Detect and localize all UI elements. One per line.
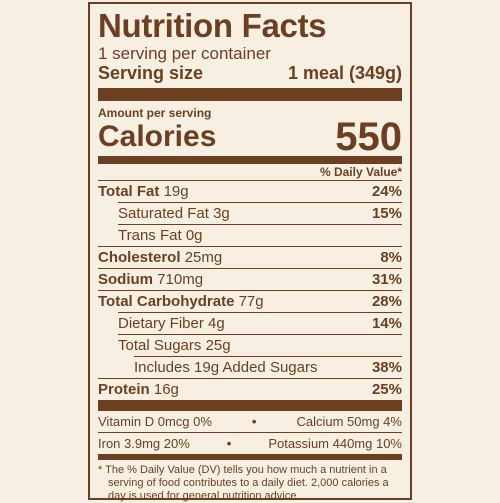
daily-value: 28% [371, 293, 402, 310]
nutrient-name: Total Sugars [118, 337, 202, 354]
divider [98, 400, 402, 411]
dv-header: % Daily Value* [98, 164, 402, 181]
nutrient: Includes 19g Added Sugars [134, 357, 317, 378]
nutrient-amount: 3g [213, 205, 230, 222]
nutrient-name: Protein [98, 381, 150, 398]
daily-value: 38% [371, 359, 402, 376]
nutrient-row: Protein 16g 25% [98, 378, 402, 400]
nutrient-row: Sodium 710mg 31% [98, 268, 402, 290]
divider [98, 156, 402, 164]
daily-value: 25% [371, 381, 402, 398]
micronutrient: Potassium 440mg 10% [268, 436, 402, 451]
nutrient-row: Total Carbohydrate 77g 28% [98, 290, 402, 312]
nutrient-row: Trans Fat 0g [118, 224, 402, 246]
daily-value: 24% [371, 183, 402, 200]
serving-size-label: Serving size [98, 63, 204, 83]
nutrient: Total Fat 19g [98, 181, 189, 202]
nutrient-amount: 16g [153, 381, 179, 398]
separator-dot: • [251, 414, 257, 429]
nutrient-name: Trans Fat [118, 227, 182, 244]
micronutrient-row: Vitamin D 0mcg 0% • Calcium 50mg 4% [98, 411, 402, 432]
nutrient-amount: 710mg [157, 271, 204, 288]
micronutrient: Iron 3.9mg 20% [98, 436, 190, 451]
nutrient-name: Total Fat [98, 183, 160, 200]
nutrient-name: Cholesterol [98, 249, 181, 266]
nutrient-row: Cholesterol 25mg 8% [98, 246, 402, 268]
serving-size-value: 1 meal (349g) [287, 63, 402, 83]
nutrient: Saturated Fat 3g [118, 203, 230, 224]
nutrient-name: Total Carbohydrate [98, 293, 235, 310]
micronutrient-row: Iron 3.9mg 20% • Potassium 440mg 10% [98, 432, 402, 454]
amount-per-serving: Amount per serving [98, 106, 212, 120]
nutrient-name: Dietary Fiber [118, 315, 204, 332]
daily-value: 14% [371, 315, 402, 332]
micronutrients: Vitamin D 0mcg 0% • Calcium 50mg 4% Iron 3.… [98, 411, 402, 454]
serving-size: Serving size 1 meal (349g) [98, 63, 402, 83]
nutrient: Cholesterol 25mg [98, 247, 222, 268]
daily-value: 8% [380, 249, 402, 266]
footnote: * The % Daily Value (DV) tells you how m… [98, 464, 389, 502]
nutrient-name: Sodium [98, 271, 153, 288]
nutrient-name: Includes 19g Added Sugars [134, 359, 318, 376]
nutrient: Protein 16g [98, 379, 179, 400]
separator-dot: • [226, 436, 232, 451]
nutrient: Trans Fat 0g [118, 225, 203, 246]
daily-value: 31% [371, 271, 402, 288]
nutrient-row: Total Sugars 25g [118, 334, 402, 356]
nutrient-amount: 77g [238, 293, 264, 310]
divider [98, 88, 402, 101]
daily-value: 15% [371, 205, 402, 222]
nutrient: Total Carbohydrate 77g [98, 291, 264, 312]
nutrient-row: Includes 19g Added Sugars 38% [134, 356, 402, 378]
nutrient-row: Total Fat 19g 24% [98, 181, 402, 202]
nutrient-rows: Total Fat 19g 24% Saturated Fat 3g 15% Trans… [98, 181, 402, 400]
nutrient-name: Saturated Fat [118, 205, 209, 222]
title: Nutrition Facts [98, 7, 327, 44]
calories: Calories 550 [98, 115, 402, 159]
calories-value: 550 [335, 115, 402, 159]
nutrient-amount: 25g [205, 337, 231, 354]
nutrient-amount: 4g [208, 315, 225, 332]
nutrient-row: Dietary Fiber 4g 14% [118, 312, 402, 334]
calories-label: Calories [98, 120, 217, 153]
micronutrient: Vitamin D 0mcg 0% [98, 414, 212, 429]
micronutrient: Calcium 50mg 4% [296, 414, 402, 429]
nutrient-amount: 0g [185, 227, 203, 244]
nutrient: Sodium 710mg [98, 269, 203, 290]
divider [98, 454, 402, 460]
nutrient-row: Saturated Fat 3g 15% [118, 202, 402, 224]
servings: 1 serving per container [98, 44, 271, 63]
nutrient: Dietary Fiber 4g [118, 313, 225, 334]
nutrient-amount: 25mg [184, 249, 223, 266]
nutrient: Total Sugars 25g [118, 335, 231, 356]
nutrition-label: Nutrition Facts 1 serving per container … [88, 2, 412, 502]
nutrient-amount: 19g [163, 183, 189, 200]
